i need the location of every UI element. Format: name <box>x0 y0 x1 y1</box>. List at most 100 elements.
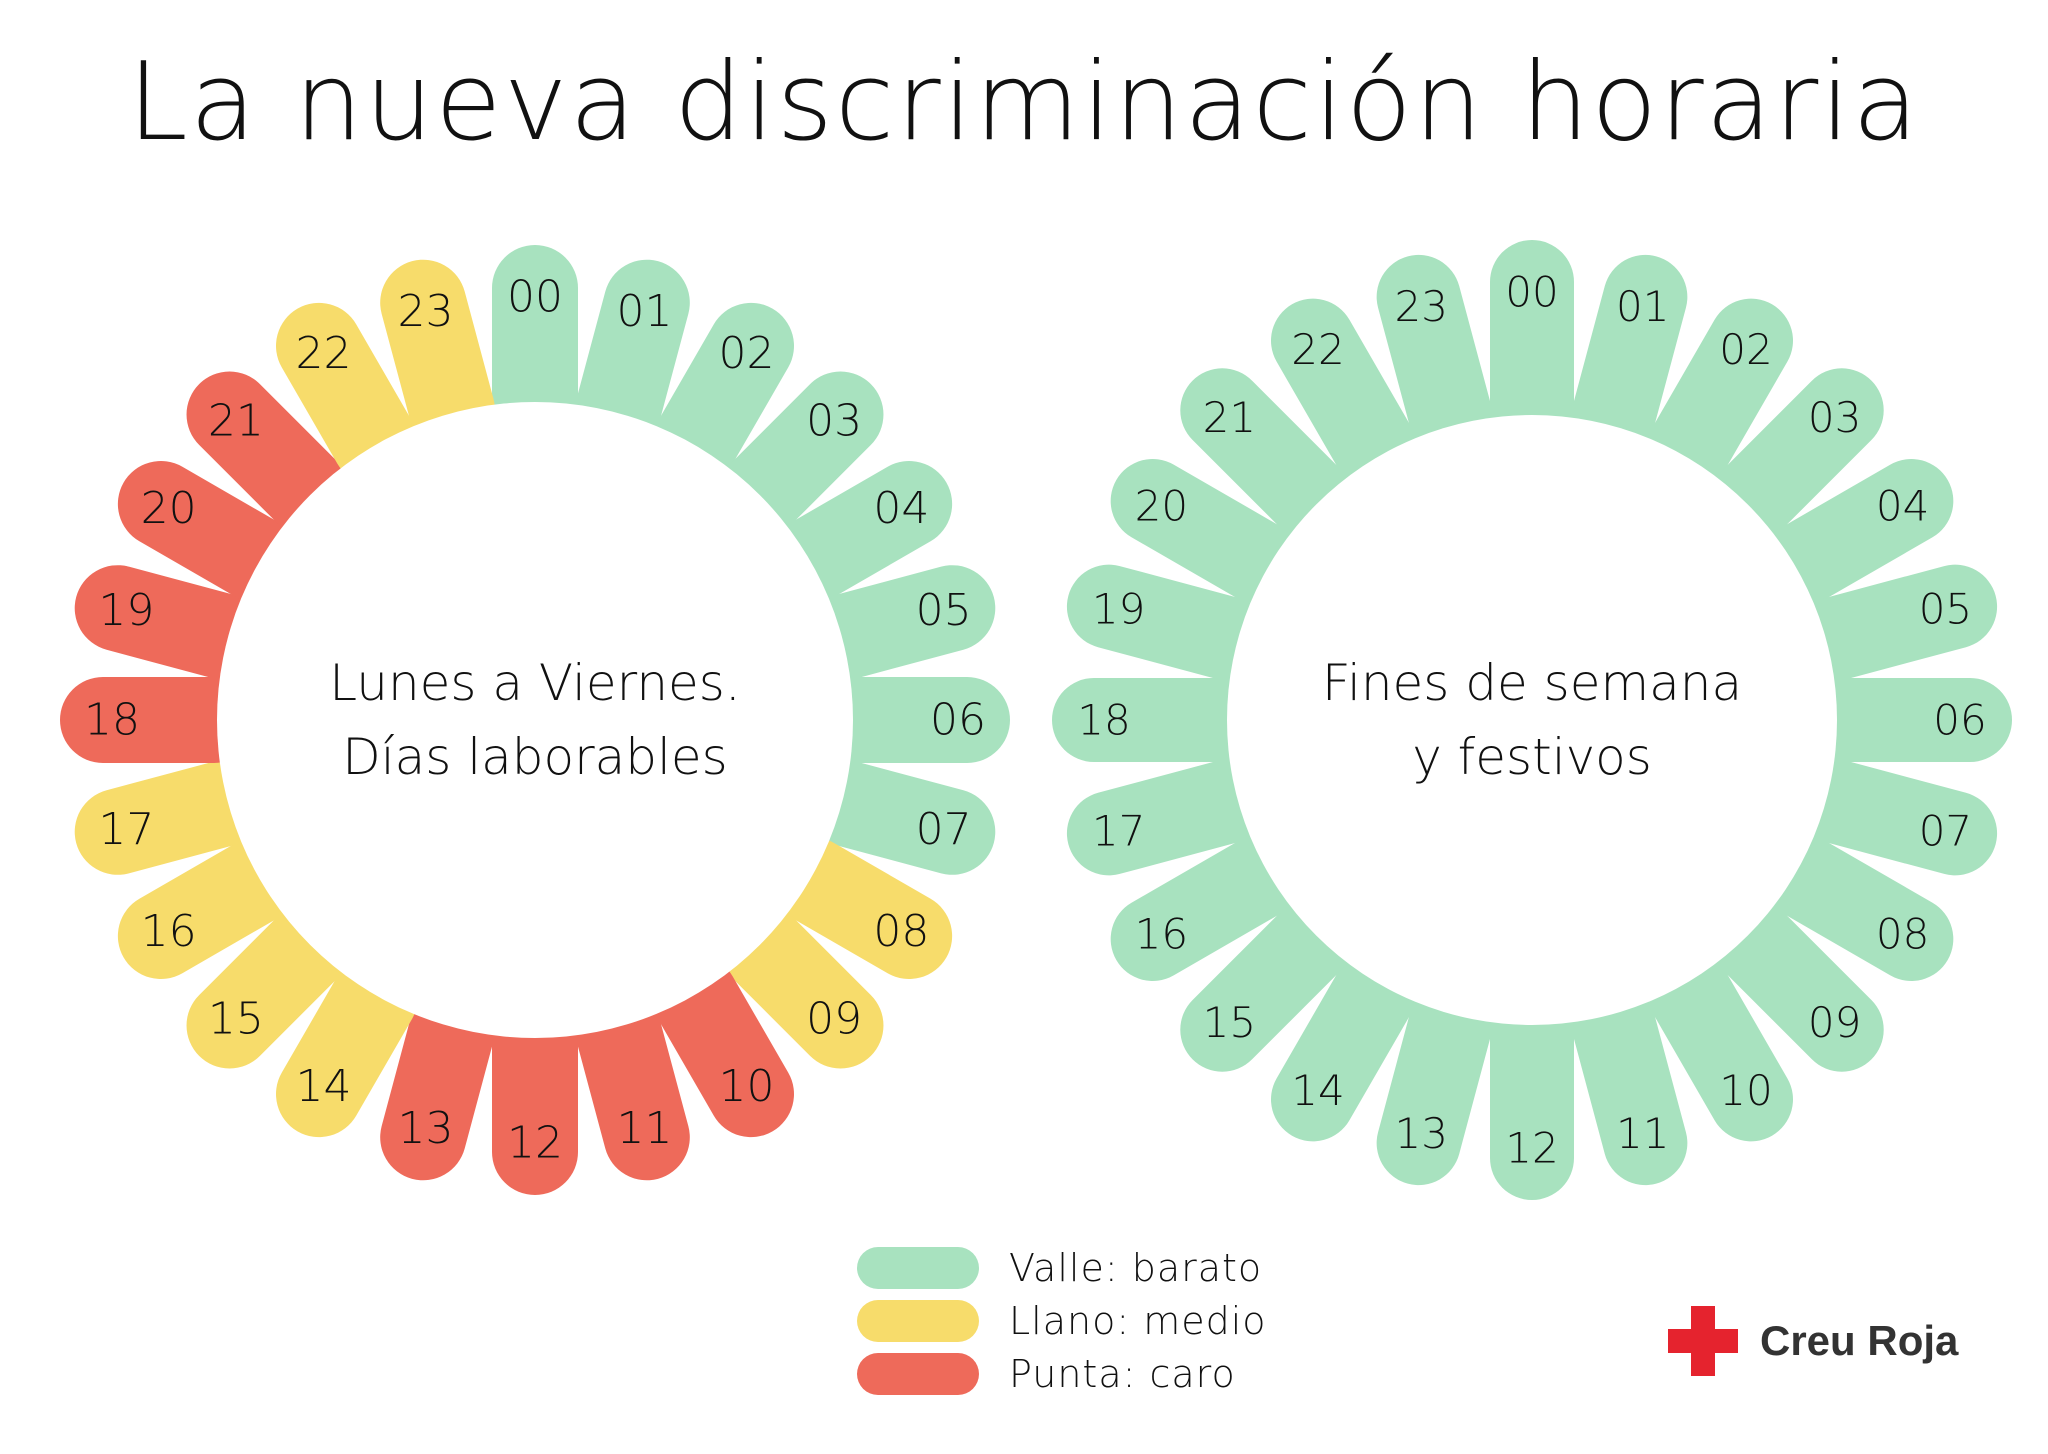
hour-label: 22 <box>1291 325 1344 374</box>
hour-petal-valle <box>1707 368 1884 545</box>
hour-segment <box>1786 757 1998 876</box>
hour-label: 03 <box>806 395 862 446</box>
hour-petal-llano <box>769 837 953 979</box>
hour-segment <box>718 371 884 537</box>
hour-label: 00 <box>1505 268 1558 317</box>
wheel-caption-line: Lunes a Viernes. <box>329 654 740 712</box>
hour-label: 20 <box>141 483 197 534</box>
hour-petal-llano <box>186 903 352 1069</box>
legend-label-punta: Punta: caro <box>1009 1352 1236 1396</box>
hour-petal-valle <box>1052 678 1267 762</box>
hour-label: 01 <box>616 286 672 337</box>
hour-petal-valle <box>802 760 996 875</box>
hour-label: 19 <box>98 585 154 636</box>
hour-segment <box>492 245 578 442</box>
hour-petal-punta <box>186 371 352 537</box>
hour-petal-valle <box>1110 831 1309 981</box>
hour-label: 16 <box>141 906 197 957</box>
hour-petal-valle <box>1376 254 1495 466</box>
hour-segment <box>1569 974 1688 1186</box>
hour-segment <box>186 903 352 1069</box>
hour-segment <box>74 760 268 875</box>
hour-petal-valle <box>652 302 794 486</box>
hour-segment <box>117 837 301 979</box>
hour-label: 21 <box>1203 393 1256 442</box>
hour-label: 02 <box>1719 325 1772 374</box>
hour-segment <box>186 371 352 537</box>
hour-label: 14 <box>296 1061 352 1112</box>
hour-label: 09 <box>806 994 862 1045</box>
hour-segment <box>1271 943 1421 1142</box>
hour-petal-llano <box>380 259 495 453</box>
hour-petal-punta <box>117 461 301 603</box>
hour-petal-valle <box>1755 831 1954 981</box>
wheel-center <box>1227 415 1837 1025</box>
hour-segment <box>1707 895 1884 1072</box>
hour-segment <box>74 565 268 680</box>
hour-segment <box>276 302 418 486</box>
hour-segment <box>769 461 953 603</box>
hour-segment <box>1110 459 1309 609</box>
hour-petal-valle <box>1707 895 1884 1072</box>
hour-petal-valle <box>1110 459 1309 609</box>
hour-petal-punta <box>492 998 578 1195</box>
hour-label: 05 <box>916 585 972 636</box>
legend-label-valle: Valle: barato <box>1009 1246 1263 1290</box>
hour-petal-valle <box>1643 298 1793 497</box>
hour-label: 05 <box>1919 585 1972 634</box>
hour-petal-llano <box>276 302 418 486</box>
hour-petal-punta <box>74 565 268 680</box>
hour-segment <box>769 837 953 979</box>
hour-petal-valle <box>1376 974 1495 1186</box>
hour-label: 06 <box>1933 696 1986 745</box>
hour-segment <box>1569 254 1688 466</box>
hour-segment <box>1490 240 1574 455</box>
hour-petal-punta <box>575 987 690 1181</box>
hour-petal-llano <box>718 903 884 1069</box>
legend-label-llano: Llano: medio <box>1009 1299 1267 1343</box>
hour-petal-valle <box>575 259 690 453</box>
page-title: La nueva discriminación horaria <box>127 40 1921 165</box>
hour-segment <box>802 565 996 680</box>
hour-label: 01 <box>1616 282 1669 331</box>
hour-segment <box>1271 298 1421 497</box>
hour-segment <box>1490 985 1574 1200</box>
hour-label: 18 <box>1077 696 1130 745</box>
red-cross-icon <box>1668 1306 1738 1376</box>
hour-label: 11 <box>1616 1109 1669 1158</box>
hour-label: 07 <box>916 804 972 855</box>
hour-petal-valle <box>1066 757 1278 876</box>
hour-label: 12 <box>507 1118 563 1169</box>
legend-item-valle: Valle: barato <box>857 1246 1262 1290</box>
hour-label: 10 <box>1719 1066 1772 1115</box>
hour-segment <box>652 302 794 486</box>
hour-segment <box>1643 943 1793 1142</box>
hour-label: 17 <box>98 804 154 855</box>
hour-segment <box>813 677 1010 763</box>
hour-label: 04 <box>1876 482 1929 531</box>
hour-petal-valle <box>492 245 578 442</box>
hour-segment <box>1643 298 1793 497</box>
hour-label: 15 <box>1203 998 1256 1047</box>
hour-label: 19 <box>1092 585 1145 634</box>
hour-segment <box>1376 974 1495 1186</box>
hour-label: 09 <box>1808 998 1861 1047</box>
hour-label: 22 <box>296 328 352 379</box>
hour-segment <box>1180 368 1357 545</box>
hour-segment <box>1755 831 1954 981</box>
hour-segment <box>60 677 257 763</box>
brand-logo: Creu Roja <box>1668 1306 1958 1376</box>
hour-segment <box>1180 895 1357 1072</box>
hour-segment <box>1376 254 1495 466</box>
hour-label: 16 <box>1135 910 1188 959</box>
hour-segment <box>1797 678 2012 762</box>
hour-petal-valle <box>1066 564 1278 683</box>
hour-petal-valle <box>1786 564 1998 683</box>
legend-item-punta: Punta: caro <box>857 1352 1236 1396</box>
hour-petal-valle <box>1786 757 1998 876</box>
hour-segment <box>1066 757 1278 876</box>
hour-segment <box>575 987 690 1181</box>
hour-petal-valle <box>1569 254 1688 466</box>
